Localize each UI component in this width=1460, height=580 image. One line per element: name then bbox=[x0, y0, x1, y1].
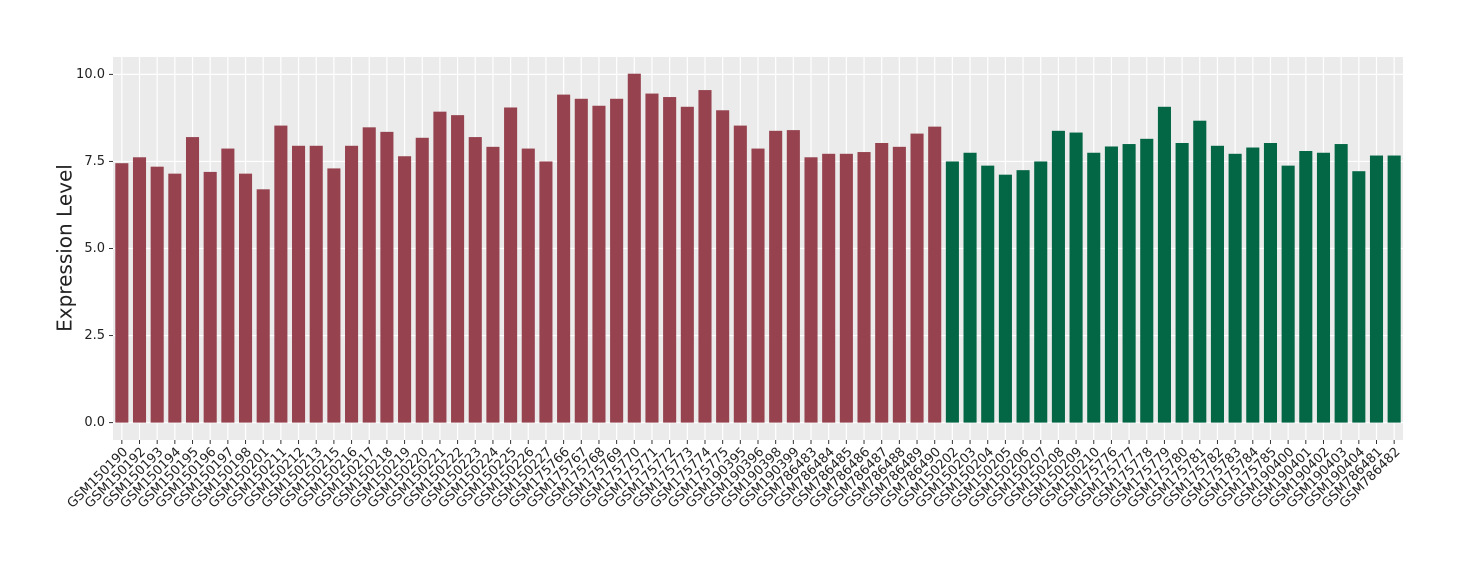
bar bbox=[1369, 155, 1384, 423]
bar bbox=[928, 126, 942, 423]
bar bbox=[1140, 138, 1154, 423]
bar bbox=[557, 94, 571, 423]
bar bbox=[1193, 120, 1207, 423]
bar bbox=[256, 189, 270, 423]
y-tick-label: 10.0 bbox=[76, 67, 105, 82]
bar bbox=[875, 143, 889, 423]
bar bbox=[769, 130, 783, 423]
bar bbox=[309, 145, 323, 423]
bar bbox=[1034, 161, 1048, 423]
bar bbox=[486, 146, 500, 423]
bar bbox=[733, 125, 747, 423]
bar bbox=[327, 168, 341, 423]
bar bbox=[1263, 143, 1278, 423]
bar bbox=[1387, 155, 1401, 423]
bar bbox=[998, 174, 1012, 423]
y-tick-label: 2.5 bbox=[84, 328, 105, 343]
bar bbox=[1069, 132, 1083, 423]
y-tick-label: 0.0 bbox=[84, 415, 105, 430]
bar bbox=[168, 173, 182, 423]
bar bbox=[221, 148, 235, 423]
bar bbox=[1281, 165, 1295, 423]
bar bbox=[839, 153, 853, 423]
bar bbox=[1122, 144, 1136, 423]
bar bbox=[645, 93, 659, 423]
bar bbox=[1352, 171, 1366, 423]
bar bbox=[1104, 146, 1118, 423]
bar bbox=[1334, 144, 1348, 423]
bar bbox=[680, 106, 694, 423]
bar bbox=[1316, 152, 1331, 423]
bar bbox=[786, 130, 800, 423]
bar bbox=[698, 90, 712, 423]
bar bbox=[398, 156, 412, 423]
bar bbox=[981, 165, 995, 423]
bar bbox=[663, 97, 677, 423]
bar bbox=[716, 110, 730, 423]
bar bbox=[415, 137, 429, 423]
bar bbox=[751, 148, 765, 423]
bar bbox=[892, 146, 906, 423]
bar bbox=[945, 161, 959, 423]
bar bbox=[433, 111, 447, 423]
bar bbox=[1016, 170, 1030, 423]
bar bbox=[592, 105, 606, 423]
bar bbox=[1087, 152, 1101, 423]
bar bbox=[504, 107, 518, 423]
bar bbox=[627, 73, 641, 423]
bar bbox=[362, 127, 376, 423]
bar bbox=[468, 137, 482, 423]
bar bbox=[574, 98, 588, 423]
bar bbox=[804, 157, 818, 423]
bar bbox=[610, 98, 624, 423]
bar bbox=[822, 153, 836, 423]
bar bbox=[292, 145, 306, 423]
bar bbox=[1051, 130, 1065, 423]
bar bbox=[274, 125, 288, 423]
bar bbox=[857, 152, 871, 423]
bar bbox=[1228, 153, 1242, 423]
bar bbox=[963, 152, 977, 423]
bar bbox=[1210, 145, 1224, 423]
bar bbox=[203, 171, 217, 423]
y-tick-label: 5.0 bbox=[84, 241, 105, 256]
y-tick-label: 7.5 bbox=[84, 154, 105, 169]
bar bbox=[1299, 151, 1313, 423]
bar bbox=[1157, 106, 1171, 423]
bar bbox=[132, 157, 147, 423]
bar bbox=[1175, 143, 1189, 423]
y-axis-title: Expression Level bbox=[53, 164, 77, 332]
bar bbox=[910, 133, 924, 423]
bar bbox=[451, 115, 465, 423]
bar bbox=[185, 137, 200, 423]
bar bbox=[380, 131, 394, 423]
bar bbox=[1246, 147, 1260, 423]
bar bbox=[539, 161, 553, 423]
bar bbox=[115, 163, 129, 423]
bar bbox=[150, 166, 164, 423]
bar bbox=[345, 145, 359, 423]
bar bbox=[521, 148, 535, 423]
bar bbox=[238, 173, 253, 423]
